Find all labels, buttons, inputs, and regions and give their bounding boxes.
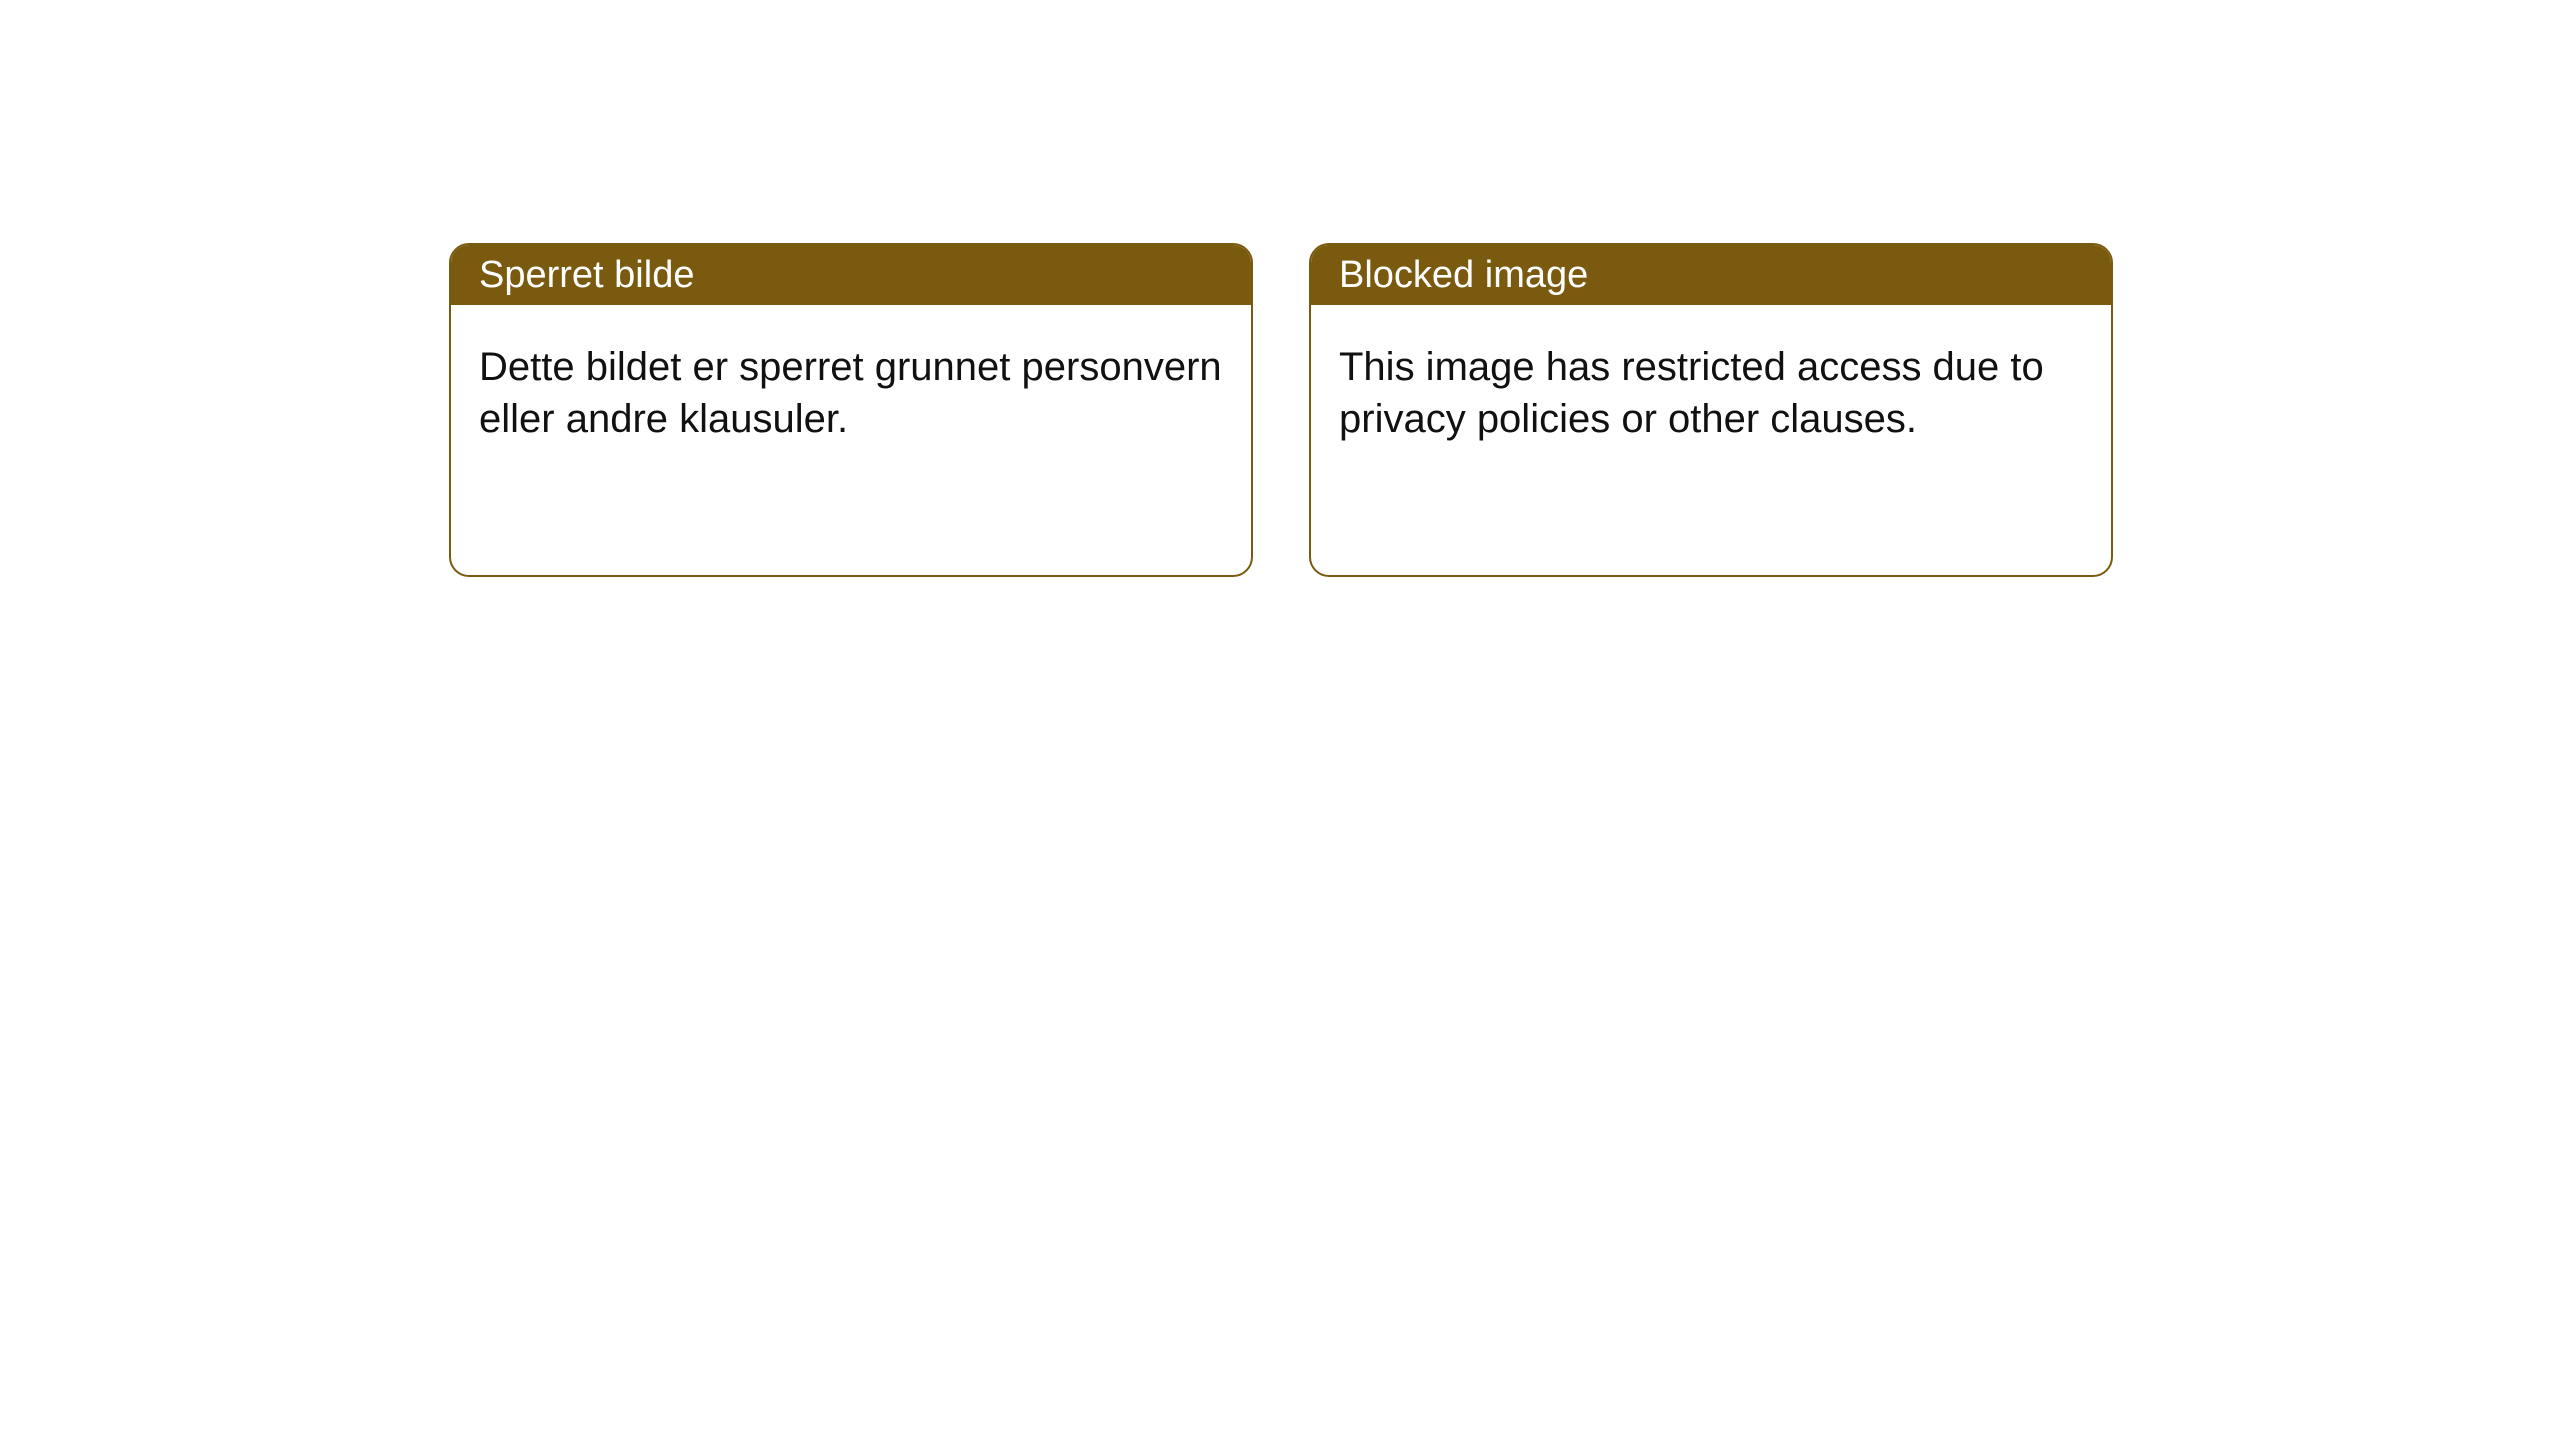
notice-card-no: Sperret bilde Dette bildet er sperret gr… xyxy=(449,243,1253,577)
notice-card-text: Dette bildet er sperret grunnet personve… xyxy=(479,345,1222,441)
notice-card-en: Blocked image This image has restricted … xyxy=(1309,243,2113,577)
notice-card-title: Sperret bilde xyxy=(479,254,694,297)
notice-card-header: Blocked image xyxy=(1311,245,2111,305)
notice-card-body: Dette bildet er sperret grunnet personve… xyxy=(451,305,1251,575)
notice-container: Sperret bilde Dette bildet er sperret gr… xyxy=(0,0,2560,577)
notice-card-title: Blocked image xyxy=(1339,254,1588,297)
notice-card-header: Sperret bilde xyxy=(451,245,1251,305)
notice-card-body: This image has restricted access due to … xyxy=(1311,305,2111,575)
notice-card-text: This image has restricted access due to … xyxy=(1339,345,2044,441)
